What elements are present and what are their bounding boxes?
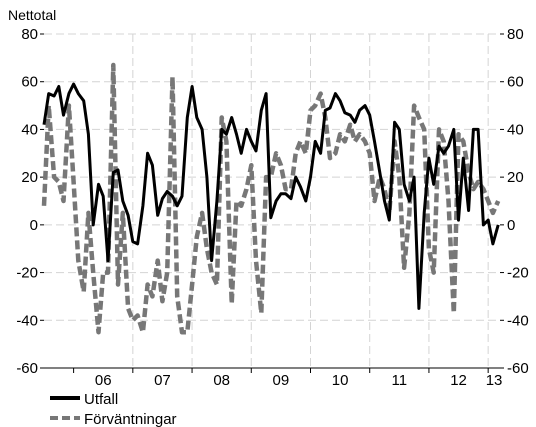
y-tick-label-left: 40 [21, 121, 38, 138]
x-tick-label: 13 [486, 372, 503, 389]
legend: Utfall Förväntningar [50, 391, 177, 427]
x-tick-label: 11 [392, 372, 408, 389]
x-axis: 06 07 08 09 10 11 12 13 [73, 368, 503, 389]
series-line-forvantningar [41, 62, 501, 335]
y-tick-label-left: 0 [30, 217, 38, 234]
y-tick-label-right: 20 [507, 169, 524, 186]
y-tick-label-left: 60 [21, 74, 38, 91]
y-tick-label-left: -40 [16, 312, 38, 329]
y-tick-label-right: -40 [507, 312, 529, 329]
x-tick-label: 06 [95, 372, 112, 389]
y-tick-label-left: -20 [16, 265, 38, 282]
x-tick-label: 07 [154, 372, 171, 389]
series-line-utfall [42, 82, 500, 310]
x-tick-label: 12 [450, 372, 467, 389]
y-tick-label-right: 40 [507, 121, 524, 138]
y-tick-label-right: 0 [507, 217, 515, 234]
y-tick-label-right: 60 [507, 74, 524, 91]
x-tick-label: 10 [332, 372, 349, 389]
y-tick-label-left: -60 [16, 360, 38, 377]
y-tick-label-right: -20 [507, 265, 529, 282]
y-axis-label: Nettotal [8, 7, 56, 23]
x-tick-label: 09 [273, 372, 290, 389]
y-tick-label-right: -60 [507, 360, 529, 377]
x-tick-label: 08 [213, 372, 230, 389]
legend-label-utfall: Utfall [84, 391, 118, 408]
series-lines [41, 62, 501, 335]
legend-label-forvantningar: Förväntningar [84, 411, 177, 427]
y-tick-label-left: 20 [21, 169, 38, 186]
y-axis-left: 80 60 40 20 0 -20 -40 -60 [16, 26, 44, 377]
y-tick-label-right: 80 [507, 26, 524, 43]
y-tick-label-left: 80 [21, 26, 38, 43]
y-axis-right: 80 60 40 20 0 -20 -40 -60 [500, 26, 529, 377]
